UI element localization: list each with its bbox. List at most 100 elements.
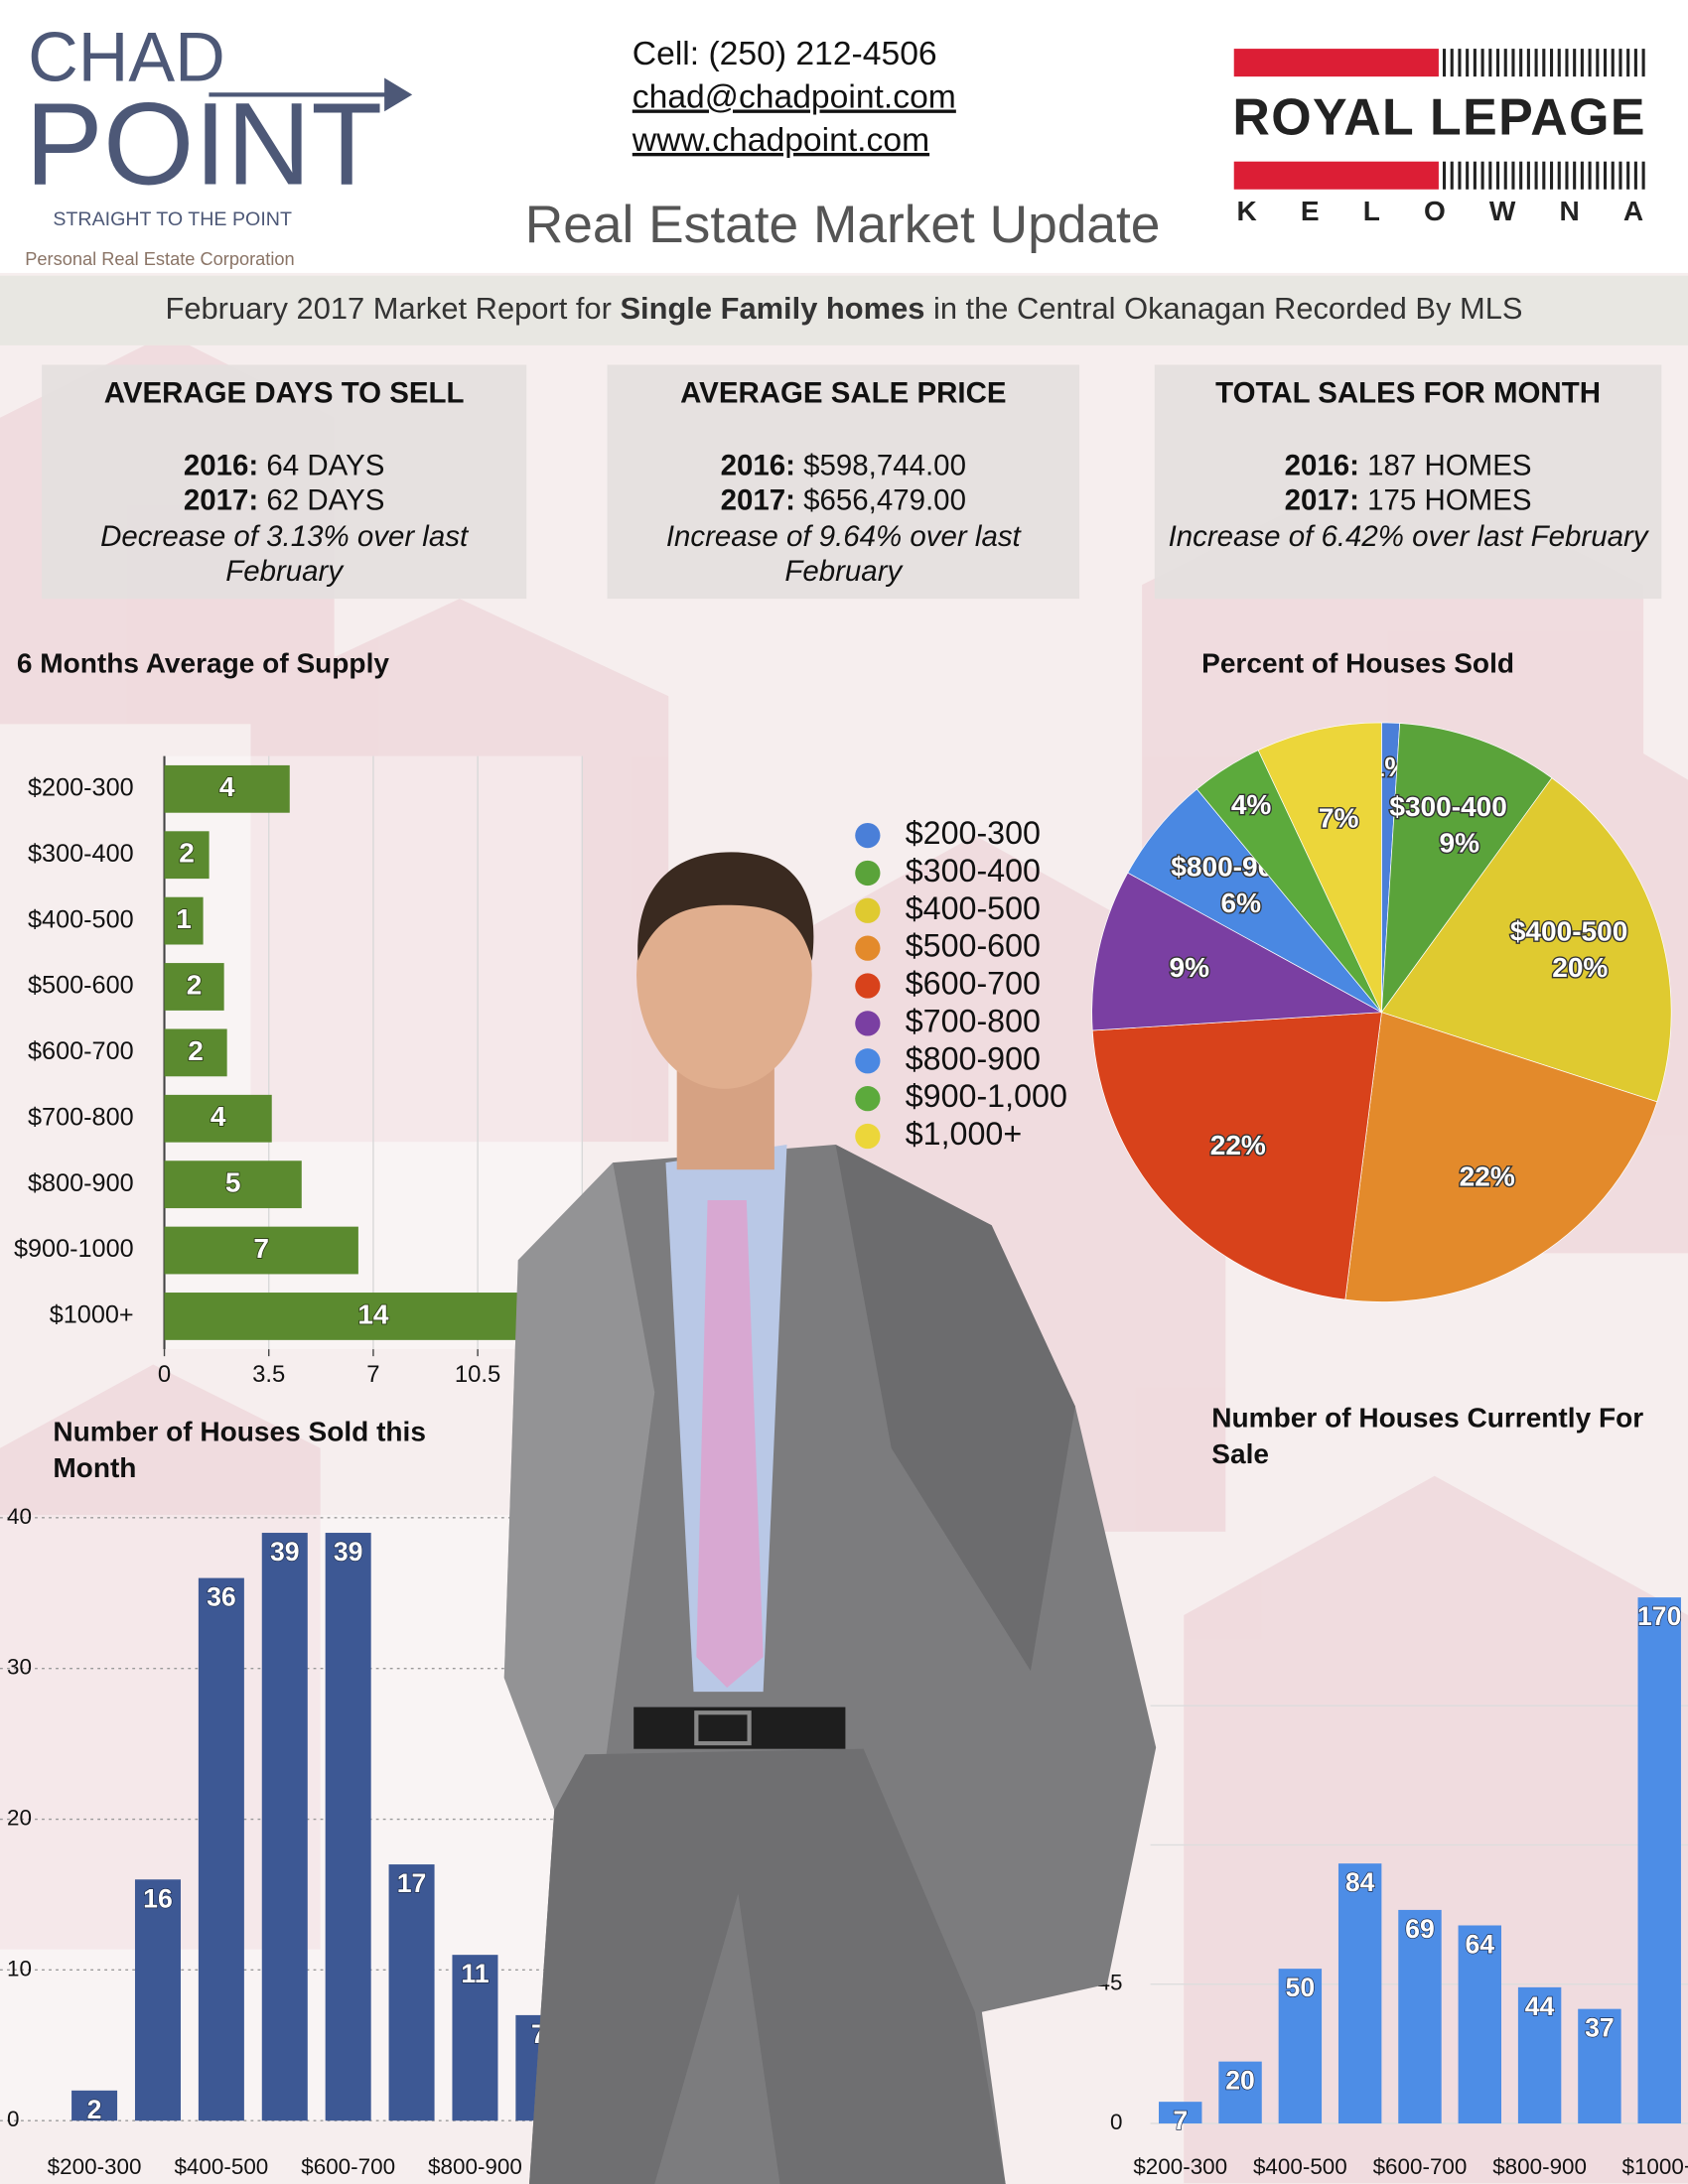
stat-text: TOTAL SALES FOR MONTH 2016: 187 HOMES 2017… [1155, 364, 1662, 554]
stat-label: 2016: [1284, 449, 1359, 481]
legend-label: $1,000+ [906, 1116, 1022, 1152]
y-tick-label: 0 [1110, 2110, 1122, 2134]
stat-label: 2016: [183, 449, 259, 481]
legend-label: $500-600 [906, 928, 1041, 964]
x-tick-label: $400-500 [174, 2154, 268, 2179]
y-tick-label: 30 [7, 1655, 32, 1680]
legend-marker [855, 1086, 881, 1112]
data-label: 9% [1440, 828, 1480, 859]
chart-title: 6 Months Average of Supply [16, 648, 389, 680]
chart-title-box: Percent of Houses Sold [1201, 648, 1515, 680]
x-tick-label: 3.5 [252, 1361, 285, 1388]
bar [1159, 2102, 1202, 2123]
y-tick-label: 0 [7, 2107, 19, 2131]
legend-marker [855, 897, 881, 923]
y-tick-label: 10 [7, 1956, 32, 1980]
legend-label: $800-900 [906, 1040, 1041, 1076]
legend-marker [855, 1123, 881, 1150]
legend-label: $900-1,000 [906, 1078, 1067, 1114]
chart-title: Percent of Houses Sold [1201, 648, 1515, 680]
data-label: 37 [1585, 2013, 1615, 2043]
bar [1278, 1969, 1323, 2123]
pie-slice [1257, 722, 1382, 1013]
data-label: 5 [225, 1167, 241, 1198]
stat-value: $598,744.00 [803, 449, 966, 481]
data-label: 22% [1460, 1161, 1515, 1192]
stat-row: 2017: $656,479.00 [608, 483, 1079, 519]
legend-label: $200-300 [906, 815, 1041, 851]
stat-row: 2016: $598,744.00 [608, 448, 1079, 483]
stat-title: AVERAGE SALE PRICE [680, 377, 1007, 410]
x-tick-label: $600-700 [301, 2154, 395, 2179]
stat-value: 187 HOMES [1367, 449, 1532, 481]
bar [1637, 1597, 1681, 2123]
stat-box [1154, 364, 1662, 600]
stat-title: AVERAGE DAYS TO SELL [103, 377, 465, 410]
bar [1218, 2061, 1262, 2123]
bar [1578, 2008, 1621, 2123]
data-label: 22% [1210, 1130, 1266, 1160]
bar [164, 1226, 358, 1275]
x-tick-label: $400-500 [1253, 2154, 1347, 2179]
data-label: 2 [188, 1035, 204, 1066]
data-label: 69 [1405, 1914, 1435, 1944]
x-tick-label: $200-300 [48, 2154, 142, 2179]
data-label: 39 [270, 1537, 300, 1567]
stat-row: 2016: 64 DAYS [42, 448, 526, 483]
legend-label: $300-400 [906, 853, 1041, 888]
stat-content: AVERAGE SALE PRICE 2016: $598,744.002017:… [608, 377, 1079, 588]
data-label: 44 [1525, 1991, 1555, 2021]
legend-marker [855, 973, 881, 999]
data-label: 39 [334, 1537, 363, 1567]
legend-label: $600-700 [906, 966, 1041, 1002]
data-label: 9% [1170, 952, 1210, 983]
bar [164, 1293, 583, 1340]
bar [452, 1955, 498, 2121]
contact-phone: Cell: (250) 212-4506 [633, 36, 937, 72]
stat-title: TOTAL SALES FOR MONTH [1215, 377, 1601, 410]
bar [164, 963, 224, 1011]
y-tick-label: $700-800 [28, 1103, 134, 1131]
legend-marker [855, 935, 881, 961]
stat-note: Increase of 6.42% over last February [1168, 519, 1648, 553]
legend-marker [855, 1011, 881, 1036]
contact-website[interactable]: www.chadpoint.com [632, 122, 929, 159]
data-label: 2 [187, 969, 203, 1000]
data-label: 50 [1286, 1973, 1316, 2002]
y-tick-label: 20 [7, 1805, 32, 1830]
bar [388, 1864, 435, 2121]
chart-title: Number of Houses Currently For Sale [1211, 1403, 1644, 1471]
logo-corporation: Personal Real Estate Corporation [25, 248, 294, 269]
logo-bottom: POINT [25, 77, 382, 208]
slice-category-label: $300-400 [1389, 791, 1507, 822]
bar [1458, 1925, 1502, 2123]
stat-label: 2017: [1284, 484, 1359, 517]
legend-label: $400-500 [906, 890, 1041, 926]
stat-content: TOTAL SALES FOR MONTH 2016: 187 HOMES2017… [1155, 364, 1662, 554]
data-label: 64 [1465, 1930, 1494, 1960]
data-label: 14 [357, 1298, 389, 1329]
y-tick-label: 40 [7, 1504, 32, 1529]
pie-slice [1380, 777, 1672, 1103]
contact-email[interactable]: chad@chadpoint.com [633, 78, 956, 115]
charts: 6 Months Average of Supply 0 3.5 7 10.5 $200-… [0, 648, 1688, 2179]
legend-marker [855, 860, 881, 887]
stat-label: 2017: [183, 484, 259, 517]
bar [164, 896, 204, 945]
data-label: 6% [1220, 887, 1261, 918]
legend-marker [855, 1048, 881, 1074]
data-label: 84 [1345, 1867, 1375, 1897]
data-label: 170 [1637, 1601, 1681, 1631]
brand-logo: ROYAL LEPAGE KELOWNA [1232, 49, 1645, 226]
brand-name: ROYAL LEPAGE [1232, 88, 1644, 146]
stat-text: AVERAGE DAYS TO SELL 2016: 64 DAYS 2017: 6… [42, 364, 526, 590]
y-tick-label: $900-1000 [14, 1235, 134, 1263]
logo-arrowhead [384, 77, 413, 112]
brand-city: KELOWNA [1237, 196, 1644, 226]
bar [1517, 1986, 1562, 2123]
x-tick-label: $800-900 [1492, 2154, 1587, 2179]
data-label: 7% [1319, 802, 1359, 833]
data-label: 20% [1552, 952, 1608, 983]
data-label: 2 [87, 2095, 102, 2124]
